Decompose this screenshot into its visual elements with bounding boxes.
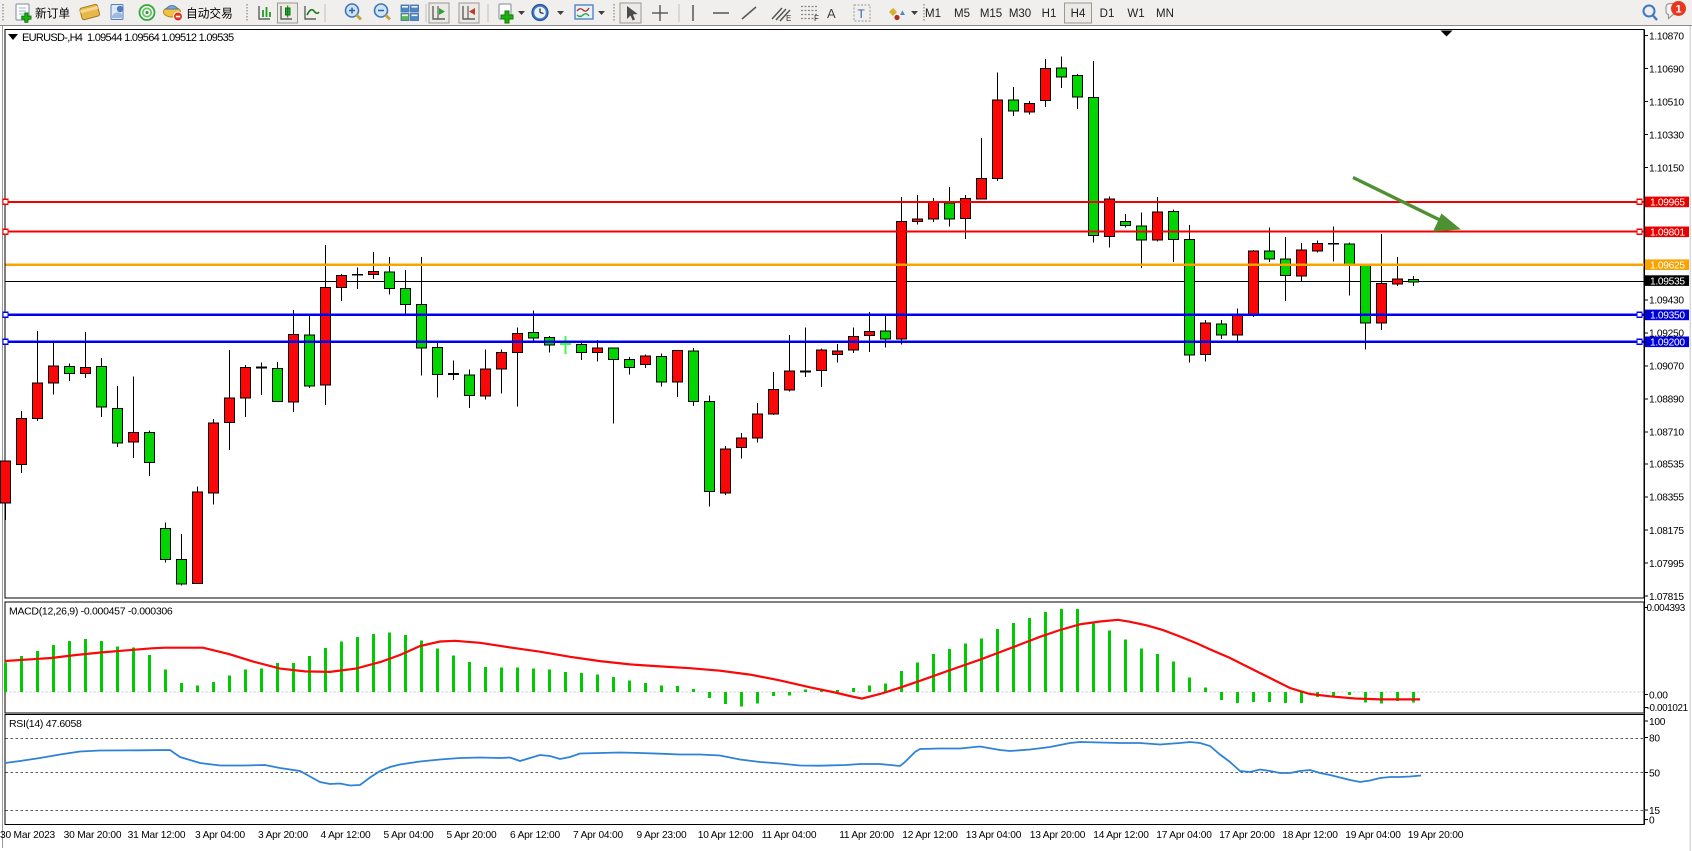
svg-text:1.09070: 1.09070 [1649,362,1684,373]
svg-text:0.00: 0.00 [1649,690,1668,701]
svg-text:1.10510: 1.10510 [1649,97,1684,108]
svg-text:0: 0 [1649,815,1655,826]
svg-text:H1: H1 [1042,8,1057,20]
svg-text:1.08710: 1.08710 [1649,428,1684,439]
svg-text:F: F [814,14,819,23]
svg-text:1.09200: 1.09200 [1650,338,1685,349]
svg-text:13 Apr 20:00: 13 Apr 20:00 [1030,830,1086,841]
svg-text:W1: W1 [1127,8,1144,20]
svg-text:1.09430: 1.09430 [1649,296,1684,307]
svg-text:1.09801: 1.09801 [1650,228,1685,239]
svg-text:1.09250: 1.09250 [1649,329,1684,340]
svg-text:E: E [786,14,791,23]
svg-text:M1: M1 [925,8,941,20]
svg-text:30 Mar 2023: 30 Mar 2023 [0,830,56,841]
svg-text:11 Apr 04:00: 11 Apr 04:00 [762,830,817,841]
svg-text:12 Apr 12:00: 12 Apr 12:00 [902,830,958,841]
svg-text:100: 100 [1649,717,1666,728]
svg-text:17 Apr 04:00: 17 Apr 04:00 [1156,830,1212,841]
svg-text:1.10330: 1.10330 [1649,131,1684,142]
svg-text:MN: MN [1156,8,1174,20]
svg-text:自动交易: 自动交易 [186,6,233,20]
svg-text:9 Apr 23:00: 9 Apr 23:00 [637,830,687,841]
svg-text:1.08890: 1.08890 [1649,395,1684,406]
svg-text:7 Apr 04:00: 7 Apr 04:00 [573,830,623,841]
svg-text:H4: H4 [1071,8,1086,20]
svg-text:EURUSD-,H4 1.09544 1.09564 1.: EURUSD-,H4 1.09544 1.09564 1.09512 1.095… [22,32,234,44]
svg-text:0.004393: 0.004393 [1647,603,1686,614]
svg-text:1.10150: 1.10150 [1649,164,1684,175]
svg-text:3 Apr 20:00: 3 Apr 20:00 [258,830,308,841]
svg-text:13 Apr 04:00: 13 Apr 04:00 [966,830,1022,841]
svg-text:D1: D1 [1100,8,1115,20]
svg-text:1.08355: 1.08355 [1649,493,1684,504]
svg-text:4 Apr 12:00: 4 Apr 12:00 [321,830,371,841]
svg-text:MACD(12,26,9) -0.000457 -0.000: MACD(12,26,9) -0.000457 -0.000306 [9,606,173,618]
svg-text:3 Apr 04:00: 3 Apr 04:00 [195,830,245,841]
svg-text:M5: M5 [954,8,970,20]
svg-text:1.09535: 1.09535 [1650,276,1685,287]
svg-text:19 Apr 20:00: 19 Apr 20:00 [1408,830,1464,841]
svg-text:-0.001021: -0.001021 [1647,703,1689,714]
svg-text:A: A [827,6,836,21]
svg-text:6 Apr 12:00: 6 Apr 12:00 [510,830,560,841]
svg-text:1: 1 [1675,4,1681,16]
svg-text:1.09350: 1.09350 [1650,311,1685,322]
svg-text:1.10690: 1.10690 [1649,64,1684,75]
svg-text:1.08175: 1.08175 [1649,526,1684,537]
svg-text:1.09625: 1.09625 [1650,261,1685,272]
svg-text:11 Apr 20:00: 11 Apr 20:00 [839,830,894,841]
svg-text:1.08535: 1.08535 [1649,460,1684,471]
svg-text:50: 50 [1649,768,1660,779]
svg-text:19 Apr 04:00: 19 Apr 04:00 [1345,830,1401,841]
svg-text:M30: M30 [1009,8,1031,20]
svg-text:M15: M15 [980,8,1002,20]
svg-text:31 Mar 12:00: 31 Mar 12:00 [128,830,186,841]
svg-text:5 Apr 20:00: 5 Apr 20:00 [447,830,497,841]
svg-text:14 Apr 12:00: 14 Apr 12:00 [1093,830,1149,841]
svg-text:80: 80 [1649,733,1660,744]
svg-text:1.07995: 1.07995 [1649,559,1684,570]
svg-text:15: 15 [1649,806,1660,817]
svg-text:RSI(14) 47.6058: RSI(14) 47.6058 [9,718,82,730]
svg-text:新订单: 新订单 [35,6,70,20]
svg-text:17 Apr 20:00: 17 Apr 20:00 [1219,830,1275,841]
svg-text:5 Apr 04:00: 5 Apr 04:00 [384,830,434,841]
svg-text:1.09965: 1.09965 [1650,198,1685,209]
svg-text:1.10870: 1.10870 [1649,31,1684,42]
svg-text:30 Mar 20:00: 30 Mar 20:00 [64,830,122,841]
svg-text:18 Apr 12:00: 18 Apr 12:00 [1282,830,1338,841]
svg-text:1.07815: 1.07815 [1649,592,1684,603]
svg-text:T: T [858,7,866,21]
svg-text:10 Apr 12:00: 10 Apr 12:00 [698,830,754,841]
